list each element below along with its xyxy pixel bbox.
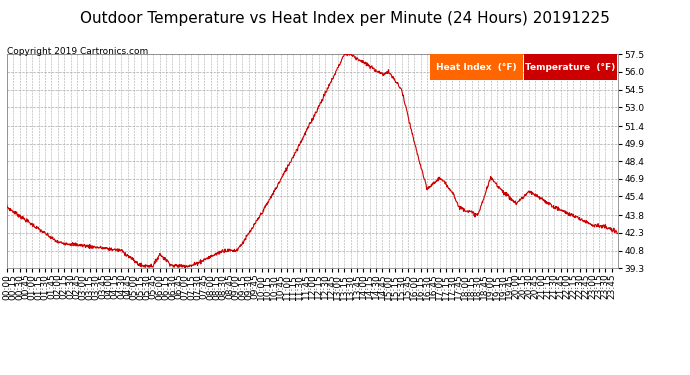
Text: Temperature  (°F): Temperature (°F) xyxy=(525,63,615,72)
Text: Copyright 2019 Cartronics.com: Copyright 2019 Cartronics.com xyxy=(7,47,148,56)
Text: Outdoor Temperature vs Heat Index per Minute (24 Hours) 20191225: Outdoor Temperature vs Heat Index per Mi… xyxy=(80,11,610,26)
Text: Heat Index  (°F): Heat Index (°F) xyxy=(436,63,517,72)
